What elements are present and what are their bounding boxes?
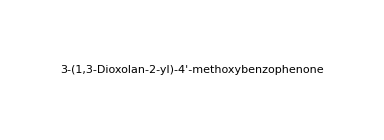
Text: 3-(1,3-Dioxolan-2-yl)-4'-methoxybenzophenone: 3-(1,3-Dioxolan-2-yl)-4'-methoxybenzophe…	[60, 65, 324, 75]
